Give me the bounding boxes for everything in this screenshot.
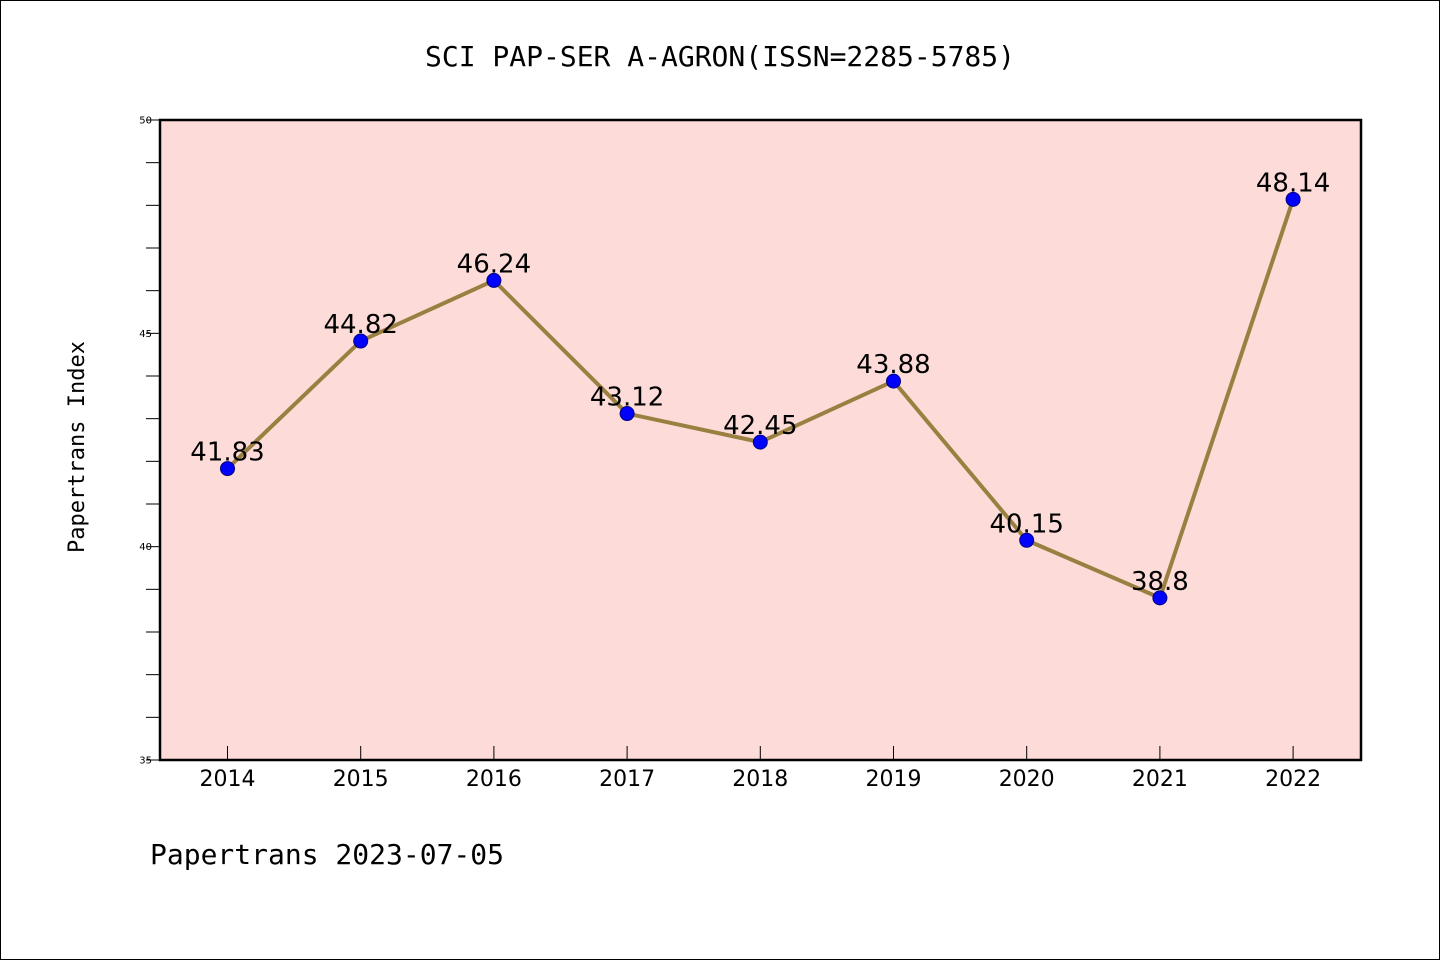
- y-axis-label: Papertrans Index: [65, 341, 90, 553]
- data-label: 43.88: [856, 350, 930, 380]
- plot-border: [158, 118, 1363, 762]
- data-label: 48.14: [1256, 168, 1330, 198]
- data-point: [220, 461, 235, 477]
- x-tick-label: 2021: [1132, 767, 1188, 792]
- footer-credit: Papertrans 2023-07-05: [150, 838, 504, 871]
- data-point: [1285, 191, 1301, 207]
- y-tick-label: 50: [139, 116, 152, 127]
- data-label: 44.82: [323, 310, 397, 340]
- data-point: [1152, 590, 1168, 606]
- data-label: 41.83: [190, 438, 264, 468]
- x-tick-label: 2018: [732, 767, 788, 792]
- data-label: 43.12: [590, 383, 664, 413]
- data-point: [752, 434, 768, 450]
- data-point: [353, 333, 369, 349]
- x-tick-label: 2014: [200, 767, 256, 792]
- data-point: [619, 406, 635, 422]
- data-point: [1019, 532, 1035, 548]
- y-tick-label: 35: [139, 756, 152, 767]
- data-point: [886, 373, 901, 389]
- y-tick-label: 45: [139, 329, 152, 340]
- x-axis: 2014 2015 2016 2017 2018 2019 2020 2021 2022: [200, 746, 1321, 792]
- data-label: 40.15: [989, 509, 1063, 539]
- x-tick-label: 2015: [333, 767, 389, 792]
- data-label: 42.45: [723, 411, 797, 441]
- y-tick-label: 40: [139, 542, 152, 553]
- x-tick-label: 2022: [1265, 767, 1321, 792]
- chart-title: SCI PAP-SER A-AGRON(ISSN=2285-5785): [425, 40, 1015, 73]
- data-points: [220, 191, 1301, 606]
- x-tick-label: 2020: [999, 767, 1055, 792]
- y-axis: 35 40 45 50: [139, 116, 160, 767]
- x-tick-label: 2016: [466, 767, 522, 792]
- x-tick-label: 2019: [866, 767, 922, 792]
- data-point: [486, 272, 502, 288]
- data-labels: 41.83 44.82 46.24 43.12 42.45 43.88 40.15 38.8 4…: [190, 168, 1330, 597]
- x-tick-label: 2017: [599, 767, 655, 792]
- data-label: 38.8: [1131, 567, 1189, 597]
- data-label: 46.24: [457, 249, 531, 279]
